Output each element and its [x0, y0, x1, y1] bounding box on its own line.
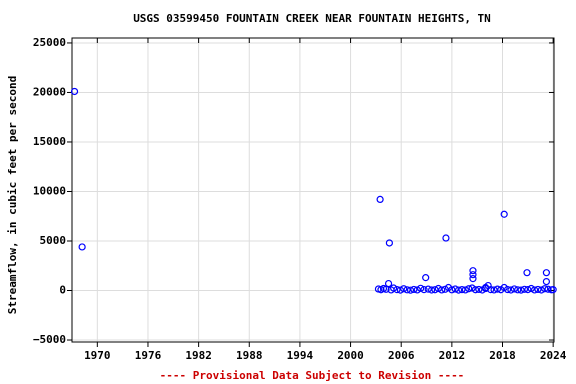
x-tick-label: 1970 [84, 349, 111, 362]
data-point [442, 234, 450, 242]
x-tick-label: 1982 [185, 349, 212, 362]
y-tick-label: 0 [59, 284, 66, 297]
y-axis-label: Streamflow, in cubic feet per second [6, 76, 19, 314]
data-point [376, 195, 384, 204]
x-tick-label: 2000 [337, 349, 364, 362]
data-point [493, 285, 502, 293]
data-point [482, 284, 490, 293]
y-tick-label: −5000 [33, 333, 66, 346]
data-point [542, 269, 551, 277]
data-point [507, 286, 515, 294]
data-point [422, 274, 430, 282]
data-point [469, 271, 477, 279]
y-tick-label: 20000 [33, 85, 66, 98]
data-point [434, 284, 442, 293]
data-point [403, 286, 411, 294]
data-point [448, 286, 456, 294]
data-point [549, 286, 557, 294]
data-point [431, 286, 439, 294]
data-point [406, 286, 415, 294]
data-point [523, 269, 531, 277]
data-point [70, 87, 79, 96]
note: ---- Provisional Data Subject to Revisio… [160, 369, 465, 382]
data-point [514, 286, 522, 294]
data-point [78, 243, 86, 251]
x-tick-label: 1988 [236, 349, 263, 362]
data-point [517, 286, 525, 294]
data-point [396, 286, 404, 294]
x-tick-label: 1976 [135, 349, 162, 362]
data-point [524, 286, 532, 294]
data-point [490, 286, 498, 294]
data-point [541, 285, 549, 293]
data-point [390, 284, 398, 292]
data-point [520, 285, 529, 293]
x-tick-label: 2024 [540, 349, 567, 362]
data-point [451, 285, 459, 293]
data-point [455, 286, 463, 294]
data-point [478, 286, 486, 294]
y-tick-label: 25000 [33, 36, 66, 49]
x-tick-label: 2006 [388, 349, 415, 362]
data-point [461, 286, 469, 294]
data-point [487, 286, 495, 294]
x-tick-label: 2018 [489, 349, 516, 362]
y-tick-label: 10000 [33, 184, 66, 197]
data-point [534, 285, 542, 294]
data-point [417, 284, 425, 292]
data-point [500, 210, 508, 218]
data-point [469, 267, 477, 275]
y-tick-label: 5000 [40, 234, 67, 247]
data-point [527, 284, 535, 293]
data-point [424, 285, 432, 293]
plot-frame [71, 37, 555, 343]
data-point [468, 284, 476, 292]
data-point [458, 286, 466, 294]
data-point [382, 285, 390, 293]
chart-title: USGS 03599450 FOUNTAIN CREEK NEAR FOUNTA… [133, 12, 491, 25]
y-tick-label: 15000 [33, 135, 66, 148]
x-tick-label: 1994 [287, 349, 314, 362]
data-point [475, 285, 483, 294]
data-point [471, 286, 480, 294]
data-point [438, 286, 446, 294]
data-point [410, 285, 418, 294]
data-point [530, 286, 539, 294]
data-point [544, 285, 552, 293]
data-point [503, 285, 512, 294]
data-point [393, 286, 401, 294]
data-point [537, 286, 545, 294]
data-point [428, 286, 436, 294]
data-point [385, 239, 393, 247]
data-point [400, 285, 408, 293]
data-point [542, 277, 551, 286]
data-point [510, 285, 518, 293]
data-point [413, 286, 421, 294]
data-point [465, 285, 473, 293]
x-tick-label: 2012 [439, 349, 466, 362]
data-point [420, 286, 428, 294]
data-point [469, 275, 477, 283]
data-point [384, 279, 393, 288]
